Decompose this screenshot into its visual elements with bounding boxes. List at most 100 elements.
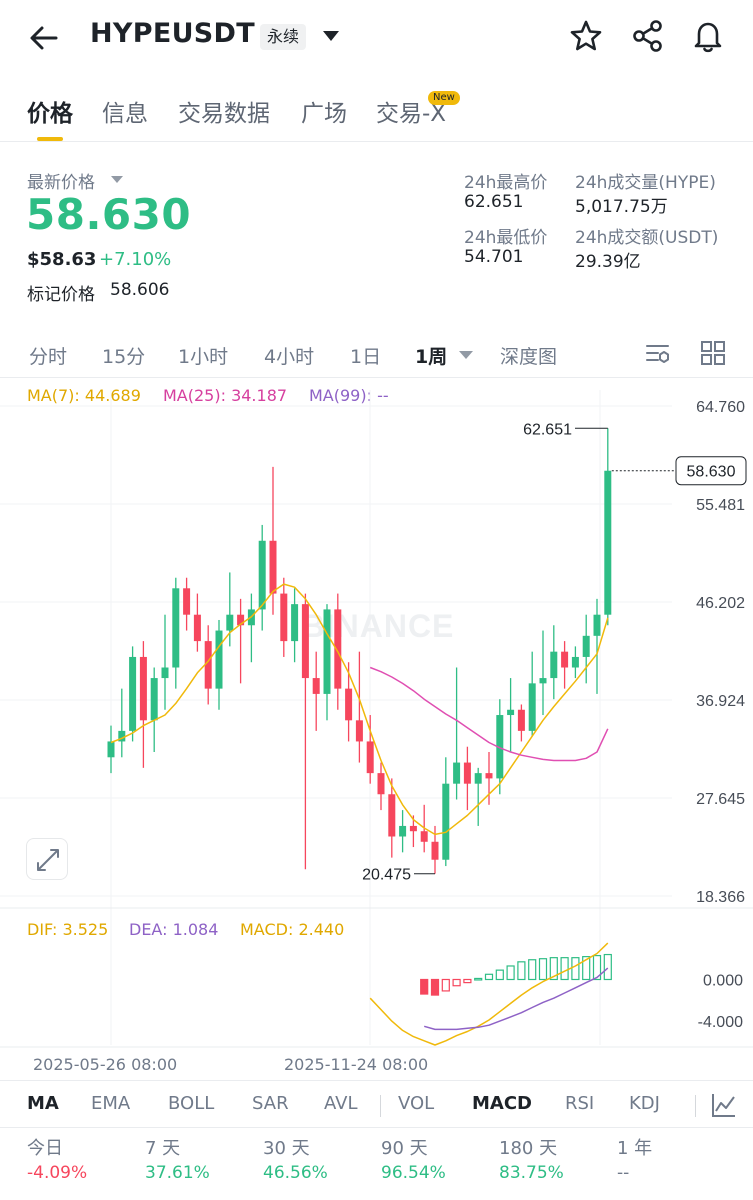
macd-axis-tick: -4.000 — [698, 1014, 743, 1031]
candle-body — [453, 762, 461, 784]
price-axis-tick: 36.924 — [696, 693, 745, 710]
tab-trade-x[interactable]: 交易-X — [376, 101, 447, 127]
macd-legend: MACD: 2.440 — [240, 920, 345, 939]
main-tabs: 价格 信息 交易数据 广场 交易-X New — [0, 80, 753, 142]
chart-settings-icon[interactable] — [644, 339, 672, 367]
candle-body — [280, 593, 288, 642]
macd-histogram-bar — [463, 978, 472, 984]
candle-body — [539, 678, 547, 684]
macd-histogram-bar — [560, 957, 569, 981]
macd-histogram-bar — [528, 959, 537, 981]
high-marker-label: 62.651 — [523, 421, 572, 438]
back-arrow-icon[interactable] — [26, 20, 62, 56]
price-axis-tick: 27.645 — [696, 791, 745, 808]
macd-histogram-bar — [430, 978, 440, 996]
candle-body — [312, 678, 320, 694]
candle-body — [561, 651, 569, 668]
interval-depth[interactable]: 深度图 — [500, 346, 558, 368]
interval-4h[interactable]: 4小时 — [264, 346, 315, 368]
x-axis-date-2: 2025-11-24 08:00 — [284, 1055, 429, 1074]
volume-24h-value: 5,017.75万 — [575, 197, 668, 217]
candle-body — [269, 540, 277, 594]
indicator-sar[interactable]: SAR — [252, 1093, 289, 1114]
latest-price-label[interactable]: 最新价格 — [27, 173, 95, 193]
indicator-macd[interactable]: MACD — [472, 1093, 532, 1114]
perf-label-1y: 1 年 — [617, 1138, 653, 1159]
bell-icon[interactable] — [690, 18, 726, 54]
candle-body — [258, 540, 266, 610]
macd-histogram-bar — [484, 973, 494, 981]
candle-body — [107, 741, 115, 758]
candle-body — [129, 656, 137, 731]
dif-legend: DIF: 3.525 — [27, 920, 109, 939]
indicator-divider — [380, 1095, 381, 1117]
tab-info[interactable]: 信息 — [102, 101, 148, 127]
candle-body — [291, 604, 299, 642]
candle-body — [366, 741, 374, 774]
grid-layout-icon[interactable] — [699, 339, 727, 367]
ma-lines — [110, 583, 609, 836]
price-axis-tick: 64.760 — [696, 399, 745, 416]
tab-price[interactable]: 价格 — [27, 101, 73, 127]
interval-1w[interactable]: 1周 — [415, 346, 448, 368]
perf-value-90d: 96.54% — [381, 1163, 446, 1183]
perf-value-30d: 46.56% — [263, 1163, 328, 1183]
perf-label-180d: 180 天 — [499, 1138, 558, 1159]
indicator-kdj[interactable]: KDJ — [629, 1093, 660, 1114]
low-24h-value: 54.701 — [464, 247, 524, 267]
candle-body — [161, 667, 169, 679]
expand-icon[interactable] — [26, 838, 68, 880]
dea-line — [423, 967, 609, 1031]
perf-value-today: -4.09% — [27, 1163, 88, 1183]
tab-trading-data[interactable]: 交易数据 — [178, 101, 270, 127]
perf-label-30d: 30 天 — [263, 1138, 310, 1159]
candle-body — [528, 683, 536, 731]
candle-body — [323, 609, 331, 694]
candle-body — [582, 635, 590, 657]
indicator-rsi[interactable]: RSI — [565, 1093, 595, 1114]
indicator-tabs: MA EMA BOLL SAR AVL VOL MACD RSI KDJ — [0, 1080, 753, 1128]
tab-square[interactable]: 广场 — [301, 101, 347, 127]
symbol-title[interactable]: HYPEUSDT — [90, 18, 255, 49]
indicator-boll[interactable]: BOLL — [168, 1093, 215, 1114]
candle-body — [604, 470, 612, 615]
candle-body — [172, 588, 180, 668]
indicator-avl[interactable]: AVL — [324, 1093, 358, 1114]
caret-down-icon[interactable] — [111, 176, 123, 183]
candle-body — [193, 614, 201, 642]
indicator-settings-icon[interactable] — [710, 1091, 738, 1119]
indicator-ma[interactable]: MA — [27, 1093, 59, 1114]
chevron-down-icon[interactable] — [323, 31, 339, 41]
candle-body — [139, 656, 147, 721]
macd-histogram-bar — [538, 958, 548, 981]
perf-value-1y: -- — [617, 1163, 630, 1183]
price-axis: 64.760 55.481 46.202 36.924 27.645 18.366 — [696, 399, 745, 906]
candle-body — [204, 641, 212, 689]
chart-grid — [0, 390, 753, 1048]
last-price: 58.630 — [26, 190, 192, 239]
macd-histogram-bar — [571, 957, 580, 981]
share-icon[interactable] — [630, 18, 666, 54]
indicator-ema[interactable]: EMA — [91, 1093, 131, 1114]
interval-more-caret-icon[interactable] — [459, 351, 473, 359]
candle-body — [226, 614, 234, 631]
candle-body — [399, 825, 407, 837]
macd-histogram-bar — [420, 978, 429, 995]
price-annotations: 58.630 62.651 20.475 — [362, 421, 747, 884]
candle-body — [496, 715, 504, 779]
interval-1h[interactable]: 1小时 — [178, 346, 229, 368]
candle-body — [431, 841, 439, 860]
candle-body — [420, 831, 428, 842]
ma7-legend: MA(7): 44.689 — [27, 386, 141, 405]
indicator-vol[interactable]: VOL — [398, 1093, 435, 1114]
turnover-24h-label: 24h成交额(USDT) — [575, 228, 719, 248]
interval-time[interactable]: 分时 — [29, 346, 68, 368]
candle-body — [409, 825, 417, 832]
current-price-tag-box — [675, 456, 747, 486]
macd-panel: 0.000 -4.000 — [369, 942, 743, 1046]
interval-1d[interactable]: 1日 — [350, 346, 382, 368]
kline-chart[interactable]: BINANCE 64.76055.48146.20236.92427.64518… — [0, 380, 753, 1060]
star-icon[interactable] — [568, 18, 604, 54]
interval-15m[interactable]: 15分 — [102, 346, 146, 368]
price-change-percent: +7.10% — [99, 249, 172, 270]
